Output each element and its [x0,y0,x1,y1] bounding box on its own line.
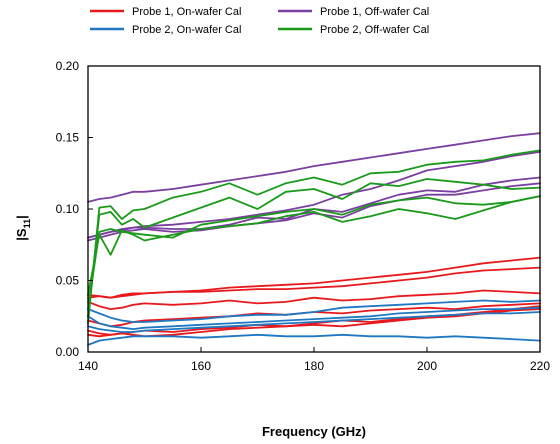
series-line-9 [87,311,541,333]
series-line-13 [87,176,541,239]
series-line-16 [87,178,541,318]
x-tick-label: 200 [417,359,437,373]
series-line-15 [87,149,541,325]
y-tick-label: 0.20 [56,59,80,73]
y-axis-label-subscript: 11 [22,219,32,229]
legend-label: Probe 2, On-wafer Cal [132,24,241,36]
y-tick-label: 0.10 [56,202,80,216]
x-tick-label: 180 [304,359,324,373]
x-tick-label: 220 [530,359,550,373]
series-line-10 [87,333,541,346]
series-line-7 [87,299,541,323]
legend-label: Probe 2, Off-wafer Cal [320,24,429,36]
x-tick-label: 140 [78,359,98,373]
axis-ticks: 140 160 180 200 220 0.00 0.05 0.10 0.15 0.20 [56,59,551,373]
series-layer [87,132,541,346]
y-tick-label: 0.05 [56,274,80,288]
y-tick-label: 0.15 [56,131,80,145]
series-line-8 [87,306,541,331]
legend-label: Probe 1, On-wafer Cal [132,6,241,18]
series-line-17 [87,195,541,311]
series-line-3 [87,289,541,311]
series-line-6 [87,308,541,338]
series-line-2 [87,266,541,299]
y-tick-label: 0.00 [56,345,80,359]
series-line-1 [87,256,541,299]
series-line-11 [87,132,541,203]
y-axis-label: |S11| [14,215,32,240]
y-axis-label-end: | [14,215,29,219]
series-line-18 [87,195,541,296]
chart-legend: Probe 1, On-wafer Cal Probe 1, Off-wafer … [90,6,429,36]
y-axis-label-main: |S [14,228,29,241]
x-tick-label: 160 [191,359,211,373]
legend-label: Probe 1, Off-wafer Cal [320,6,429,18]
series-line-12 [87,150,541,239]
x-axis-label: Frequency (GHz) [262,424,366,439]
